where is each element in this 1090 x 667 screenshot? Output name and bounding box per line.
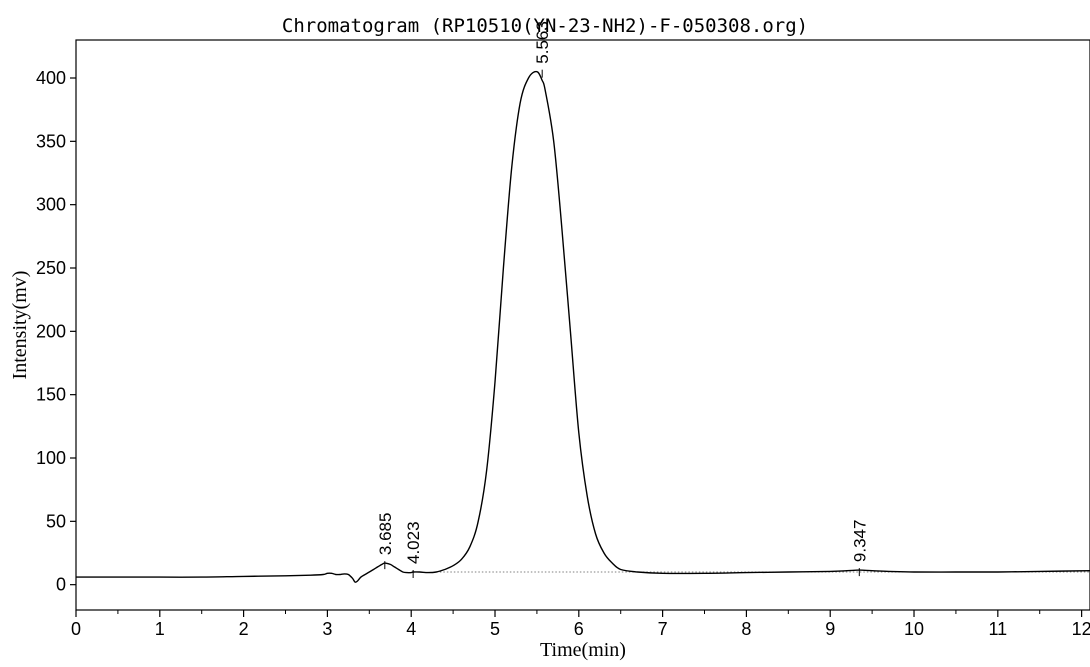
- chart-title: Chromatogram (RP10510(YN-23-NH2)-F-05030…: [282, 15, 808, 37]
- peak-label: 3.685: [376, 513, 395, 556]
- x-tick-label: 9: [825, 619, 835, 639]
- peak-label: 4.023: [404, 521, 423, 564]
- peak-label: 9.347: [850, 520, 869, 563]
- y-tick-label: 200: [36, 321, 66, 341]
- y-axis-title: Intensity(mv): [9, 271, 31, 380]
- x-tick-label: 6: [574, 619, 584, 639]
- y-tick-label: 0: [56, 575, 66, 595]
- x-tick-label: 4: [406, 619, 416, 639]
- y-tick-label: 50: [46, 511, 66, 531]
- x-axis-title: Time(min): [540, 639, 626, 661]
- y-tick-label: 100: [36, 448, 66, 468]
- x-tick-label: 11: [988, 619, 1007, 639]
- x-tick-label: 10: [904, 619, 924, 639]
- x-tick-label: 12: [1072, 619, 1090, 639]
- y-tick-label: 400: [36, 68, 66, 88]
- chromatogram-trace: [75, 70, 1090, 583]
- y-axis-ticks: 0 50 100 150 200 250 300 350 400: [36, 68, 76, 595]
- x-tick-label: 1: [155, 619, 165, 639]
- y-tick-label: 250: [36, 258, 66, 278]
- y-tick-label: 300: [36, 195, 66, 215]
- plot-frame: [75, 39, 1090, 611]
- peak-markers: 3.685 4.023 5.563 9.347: [376, 21, 869, 578]
- x-tick-label: 5: [490, 619, 500, 639]
- y-tick-label: 150: [36, 385, 66, 405]
- x-tick-label: 3: [322, 619, 332, 639]
- x-tick-label: 7: [658, 619, 668, 639]
- x-tick-label: 2: [239, 619, 249, 639]
- y-tick-label: 350: [36, 131, 66, 151]
- x-axis-ticks: 0 1 2 3 4 5 6 7 8 9 10 11 12: [71, 610, 1090, 639]
- peak-label: 5.563: [533, 21, 552, 64]
- x-tick-label: 8: [741, 619, 751, 639]
- x-tick-label: 0: [71, 619, 81, 639]
